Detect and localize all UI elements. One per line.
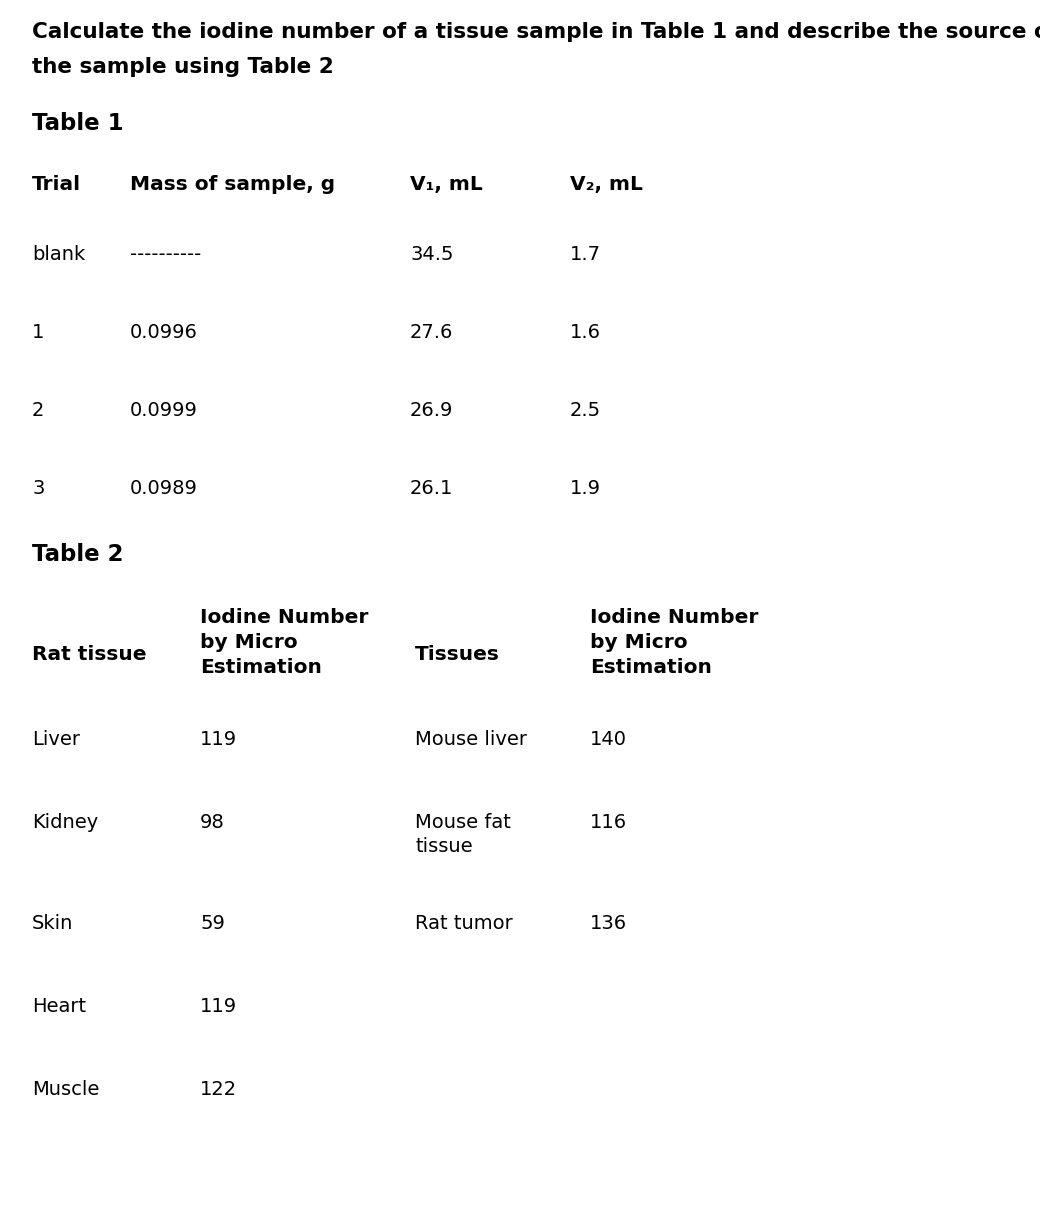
Text: Estimation: Estimation bbox=[200, 658, 321, 677]
Text: by Micro: by Micro bbox=[590, 632, 687, 652]
Text: V₂, mL: V₂, mL bbox=[570, 175, 643, 194]
Text: Table 1: Table 1 bbox=[32, 112, 124, 135]
Text: 34.5: 34.5 bbox=[410, 245, 453, 263]
Text: 2: 2 bbox=[32, 401, 45, 420]
Text: blank: blank bbox=[32, 245, 85, 263]
Text: Iodine Number: Iodine Number bbox=[590, 608, 758, 626]
Text: 0.0989: 0.0989 bbox=[130, 480, 198, 498]
Text: 1.6: 1.6 bbox=[570, 323, 601, 342]
Text: 26.9: 26.9 bbox=[410, 401, 453, 420]
Text: 1.9: 1.9 bbox=[570, 480, 601, 498]
Text: Liver: Liver bbox=[32, 730, 80, 749]
Text: Calculate the iodine number of a tissue sample in Table 1 and describe the sourc: Calculate the iodine number of a tissue … bbox=[32, 22, 1040, 42]
Text: 59: 59 bbox=[200, 914, 225, 934]
Text: Estimation: Estimation bbox=[590, 658, 711, 677]
Text: Mass of sample, g: Mass of sample, g bbox=[130, 175, 335, 194]
Text: ----------: ---------- bbox=[130, 245, 202, 263]
Text: Rat tumor: Rat tumor bbox=[415, 914, 513, 934]
Text: Tissues: Tissues bbox=[415, 645, 500, 664]
Text: Heart: Heart bbox=[32, 997, 86, 1016]
Text: 140: 140 bbox=[590, 730, 627, 749]
Text: Mouse fat
tissue: Mouse fat tissue bbox=[415, 813, 511, 856]
Text: Table 2: Table 2 bbox=[32, 543, 124, 566]
Text: 136: 136 bbox=[590, 914, 627, 934]
Text: Muscle: Muscle bbox=[32, 1080, 100, 1099]
Text: 116: 116 bbox=[590, 813, 627, 832]
Text: 26.1: 26.1 bbox=[410, 480, 453, 498]
Text: by Micro: by Micro bbox=[200, 632, 297, 652]
Text: 1.7: 1.7 bbox=[570, 245, 601, 263]
Text: Skin: Skin bbox=[32, 914, 74, 934]
Text: 122: 122 bbox=[200, 1080, 237, 1099]
Text: 119: 119 bbox=[200, 997, 237, 1016]
Text: 27.6: 27.6 bbox=[410, 323, 453, 342]
Text: Mouse liver: Mouse liver bbox=[415, 730, 527, 749]
Text: the sample using Table 2: the sample using Table 2 bbox=[32, 57, 334, 76]
Text: 98: 98 bbox=[200, 813, 225, 832]
Text: 3: 3 bbox=[32, 480, 45, 498]
Text: 1: 1 bbox=[32, 323, 45, 342]
Text: 2.5: 2.5 bbox=[570, 401, 601, 420]
Text: 0.0996: 0.0996 bbox=[130, 323, 198, 342]
Text: 0.0999: 0.0999 bbox=[130, 401, 198, 420]
Text: Rat tissue: Rat tissue bbox=[32, 645, 147, 664]
Text: V₁, mL: V₁, mL bbox=[410, 175, 483, 194]
Text: Trial: Trial bbox=[32, 175, 81, 194]
Text: Iodine Number: Iodine Number bbox=[200, 608, 368, 626]
Text: Kidney: Kidney bbox=[32, 813, 98, 832]
Text: 119: 119 bbox=[200, 730, 237, 749]
